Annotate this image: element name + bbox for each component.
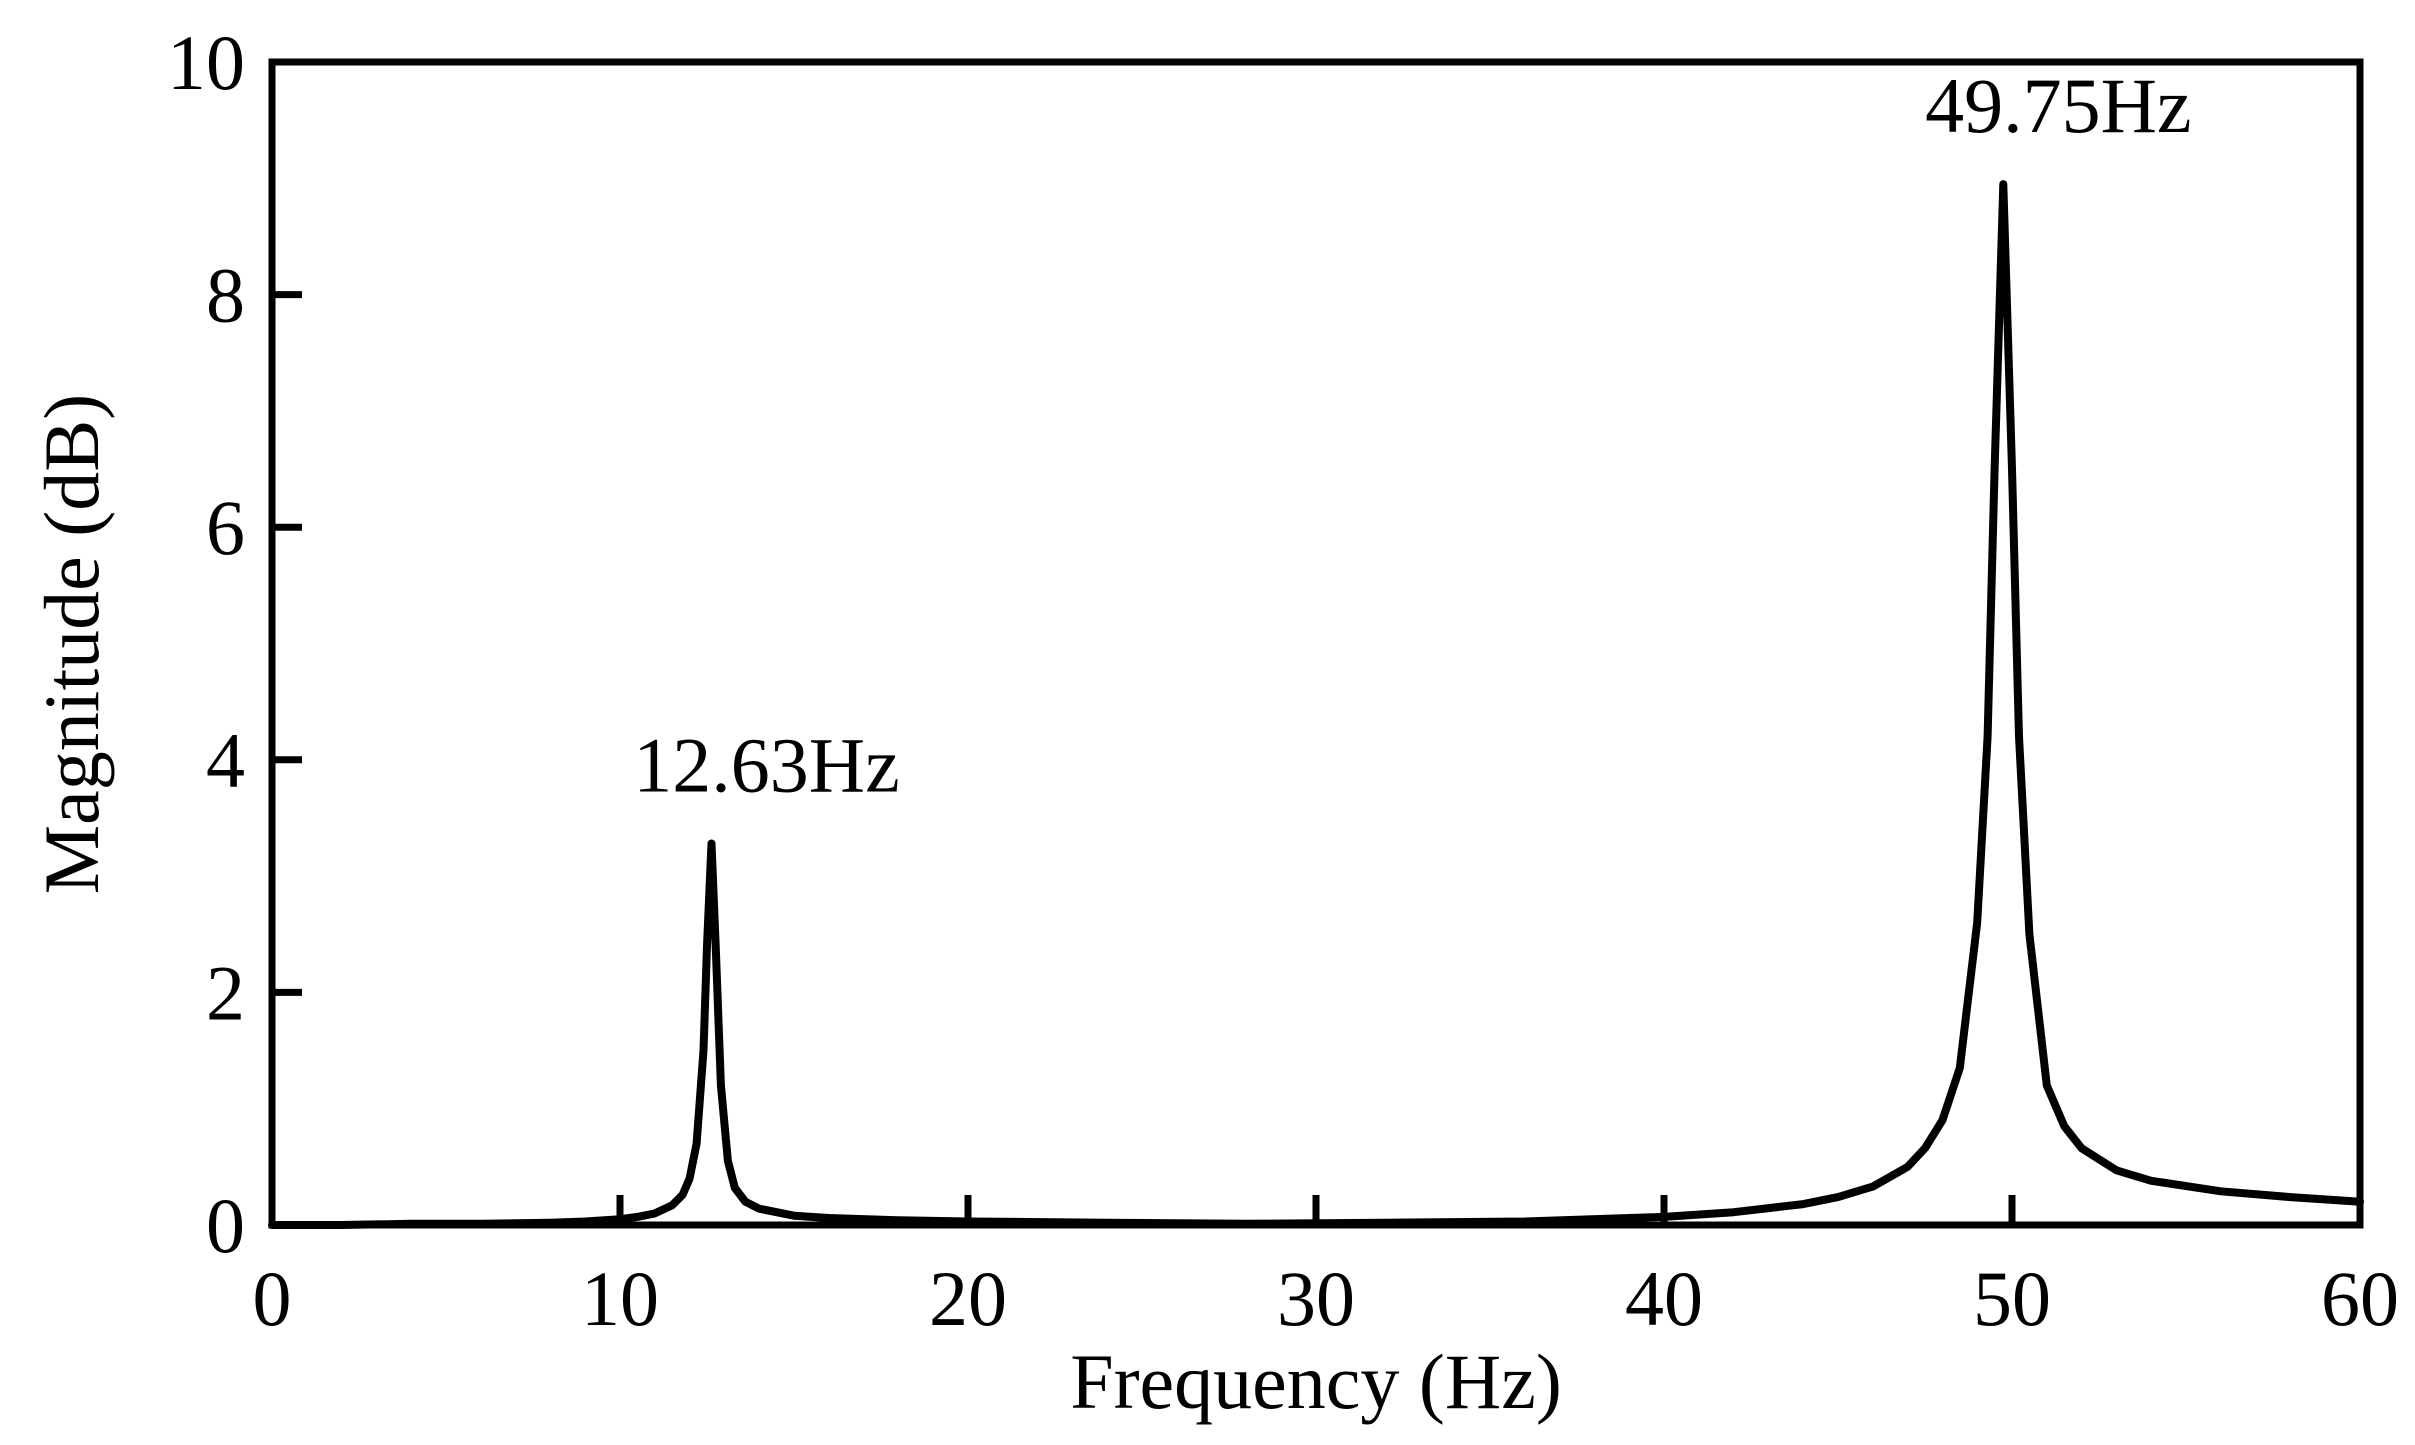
- line-layer: [268, 180, 2364, 1229]
- y-tick-label: 6: [206, 484, 245, 571]
- peak-annotation: 49.75Hz: [1925, 62, 2191, 149]
- x-tick-label: 20: [929, 1255, 1007, 1342]
- y-tick-label: 10: [167, 19, 245, 106]
- y-tick-label: 4: [206, 717, 245, 804]
- x-axis-title: Frequency (Hz): [1070, 1338, 1562, 1425]
- plot-frame: [268, 58, 2364, 1229]
- magnitude-series-line: [268, 180, 2364, 1229]
- annotation-layer: 12.63Hz 49.75Hz: [633, 62, 2191, 808]
- peak-annotation: 12.63Hz: [633, 722, 899, 809]
- x-tick-label: 40: [1625, 1255, 1703, 1342]
- x-tick-label: 60: [2321, 1255, 2399, 1342]
- x-tick-label: 0: [253, 1255, 292, 1342]
- labels-layer: 0 10 20 30 40 50 60 0 2 4 6 8 10: [167, 19, 2399, 1342]
- y-tick-label: 0: [206, 1182, 245, 1269]
- x-tick-label: 50: [1973, 1255, 2051, 1342]
- x-tick-label: 30: [1277, 1255, 1355, 1342]
- x-tick-label: 10: [581, 1255, 659, 1342]
- ticks-layer: [272, 291, 2016, 1225]
- y-tick-label: 8: [206, 252, 245, 339]
- y-axis-title: Magnitude (dB): [28, 394, 115, 894]
- y-tick-label: 2: [206, 949, 245, 1036]
